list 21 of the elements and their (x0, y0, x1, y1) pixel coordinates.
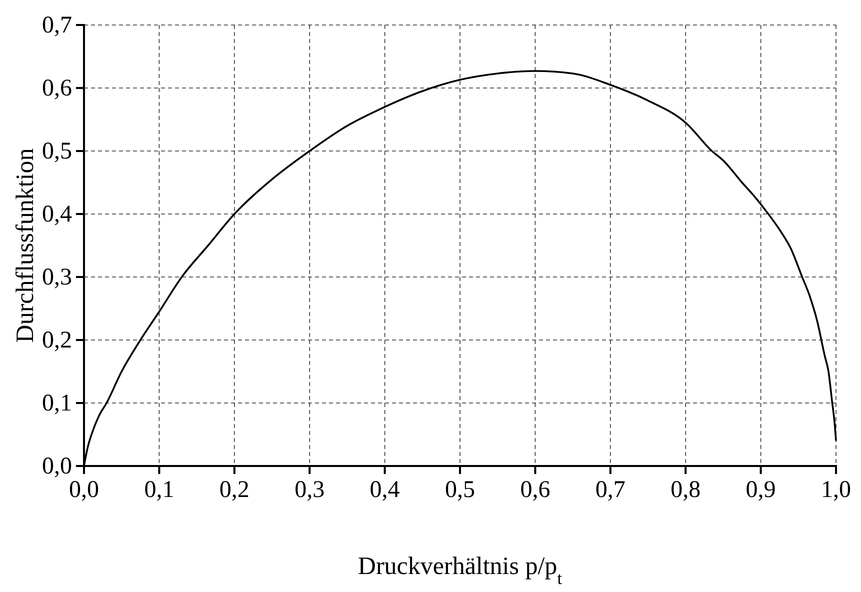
y-tick-label: 0,5 (42, 138, 72, 165)
x-tick-label: 0,9 (746, 477, 776, 504)
x-tick-label: 0,7 (595, 477, 626, 504)
x-tick-label: 0,0 (69, 477, 99, 504)
x-axis-title: Druckverhältnis p/p$_{t}$ (358, 553, 562, 588)
x-tick-label: 1,0 (821, 477, 851, 504)
x-tick-label: 0,3 (294, 477, 325, 504)
y-tick-label: 0,1 (42, 390, 72, 417)
y-tick-label: 0,2 (42, 328, 72, 354)
x-tick-label: 0,5 (445, 477, 475, 504)
y-tick-label: 0,4 (42, 202, 72, 228)
x-tick-label: 0,1 (144, 477, 174, 504)
x-tick-label: 0,8 (670, 477, 701, 504)
y-axis-title: Durchflussfunktion (12, 148, 39, 343)
y-tick-label: 0,0 (42, 454, 72, 480)
x-tick-label: 0,4 (370, 477, 400, 504)
y-tick-label: 0,7 (42, 12, 72, 39)
y-tick-label: 0,3 (42, 264, 72, 291)
x-tick-label: 0,6 (520, 477, 550, 504)
y-tick-label: 0,6 (42, 76, 72, 102)
x-tick-label: 0,2 (219, 477, 250, 504)
